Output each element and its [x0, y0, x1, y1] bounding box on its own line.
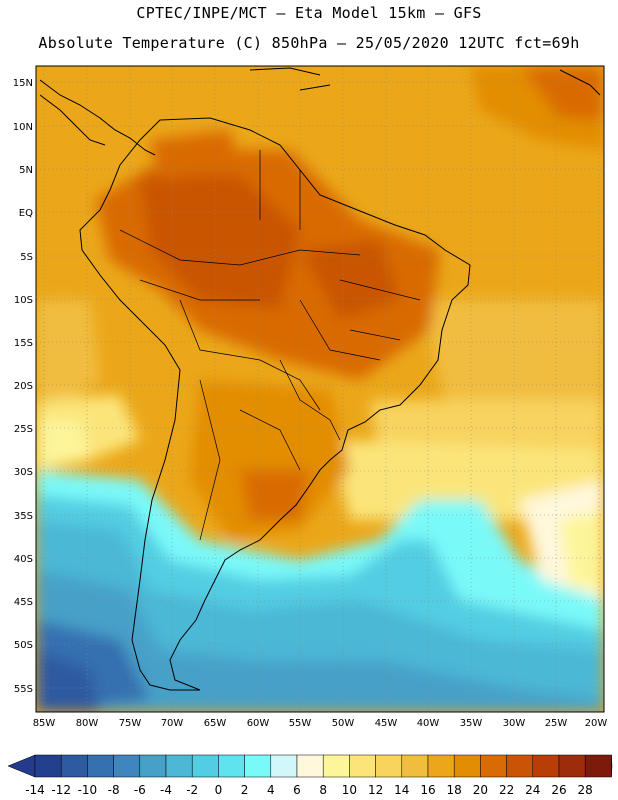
lat-label: 15N — [13, 78, 33, 89]
lon-label: 20W — [585, 718, 608, 729]
map-subtitle: Absolute Temperature (C) 850hPa – 25/05/… — [38, 34, 580, 52]
lat-label: 20S — [14, 381, 33, 392]
colorbar-swatch — [113, 754, 141, 778]
colorbar-label: -8 — [108, 783, 120, 797]
lon-label: 40W — [417, 718, 440, 729]
colorbar-swatch — [139, 754, 167, 778]
colorbar-label: 22 — [499, 783, 514, 797]
colorbar-label: -10 — [78, 783, 98, 797]
colorbar-label: 24 — [525, 783, 540, 797]
colorbar-swatch — [218, 754, 245, 778]
colorbar-swatch — [375, 754, 403, 778]
colorbar-swatch — [191, 754, 219, 778]
lat-label: 40S — [14, 554, 33, 565]
lon-label: 85W — [33, 718, 56, 729]
lat-label: 5S — [20, 252, 33, 263]
lon-label: 80W — [76, 718, 99, 729]
colorbar-swatch — [480, 754, 507, 778]
colorbar-swatch — [453, 754, 481, 778]
south-america-coastline — [79, 117, 471, 691]
colorbar-label: 12 — [368, 783, 383, 797]
colorbar-swatch — [87, 754, 114, 778]
lon-label: 50W — [332, 718, 355, 729]
colorbar-label: -6 — [134, 783, 146, 797]
colorbar-label: 8 — [319, 783, 327, 797]
central-america-coastline — [39, 79, 156, 156]
colorbar-swatch — [349, 754, 376, 778]
lon-label: 70W — [161, 718, 184, 729]
longitude-axis: 85W 80W 75W 70W 65W 60W 55W 50W 45W 40W … — [33, 718, 608, 729]
colorbar-low-arrow — [7, 754, 36, 778]
lon-label: 30W — [503, 718, 526, 729]
lon-label: 60W — [247, 718, 270, 729]
map-frame — [35, 65, 605, 713]
colorbar-swatch — [322, 754, 350, 778]
colorbar-label: 16 — [420, 783, 435, 797]
colorbar: -14 -12 -10 -8 -6 -4 -2 0 2 4 6 8 10 12 14 16 18 20 22 24 26… — [7, 754, 613, 797]
colorbar-label: 20 — [473, 783, 488, 797]
colorbar-label: 0 — [215, 783, 223, 797]
lon-label: 65W — [204, 718, 227, 729]
colorbar-swatch — [296, 754, 324, 778]
lat-label: 55S — [14, 684, 33, 695]
colorbar-high-arrow — [611, 754, 613, 778]
colorbar-swatch — [584, 754, 612, 778]
lat-label: 5N — [19, 165, 33, 176]
colorbar-label: -14 — [25, 783, 45, 797]
colorbar-label: 18 — [447, 783, 462, 797]
lat-label: EQ — [19, 208, 33, 219]
colorbar-label: 2 — [241, 783, 249, 797]
colorbar-label: 26 — [551, 783, 566, 797]
colorbar-swatch — [34, 754, 62, 778]
colorbar-swatch — [60, 754, 88, 778]
lon-label: 55W — [289, 718, 312, 729]
lat-label: 50S — [14, 640, 33, 651]
lon-label: 25W — [545, 718, 568, 729]
lat-label: 10N — [13, 122, 33, 133]
lat-label: 10S — [14, 295, 33, 306]
lat-label: 15S — [14, 338, 33, 349]
map-title: CPTEC/INPE/MCT – Eta Model 15km – GFS — [136, 4, 482, 22]
lon-label: 75W — [119, 718, 142, 729]
lat-label: 45S — [14, 597, 33, 608]
colorbar-swatch — [558, 754, 586, 778]
colorbar-swatch — [165, 754, 193, 778]
temperature-field — [36, 66, 604, 712]
colorbar-label: 4 — [267, 783, 275, 797]
colorbar-swatch — [506, 754, 534, 778]
colorbar-label: 14 — [394, 783, 409, 797]
colorbar-label: 6 — [293, 783, 301, 797]
lat-label: 30S — [14, 467, 33, 478]
colorbar-swatch — [244, 754, 272, 778]
caribbean-islands — [249, 67, 601, 96]
lat-label: 25S — [14, 424, 33, 435]
colorbar-swatch — [427, 754, 455, 778]
lat-label: 35S — [14, 511, 33, 522]
lon-label: 45W — [375, 718, 398, 729]
colorbar-label: -2 — [186, 783, 198, 797]
latitude-axis: 15N 10N 5N EQ 5S 10S 15S 20S 25S 30S 35S… — [13, 78, 33, 695]
colorbar-label: -12 — [51, 783, 71, 797]
country-borders — [119, 150, 421, 541]
colorbar-label: 28 — [578, 783, 593, 797]
colorbar-swatch — [270, 754, 298, 778]
colorbar-label: 10 — [342, 783, 357, 797]
colorbar-swatch — [532, 754, 560, 778]
coastlines — [39, 67, 601, 691]
colorbar-label: -4 — [160, 783, 172, 797]
colorbar-swatch — [401, 754, 429, 778]
lon-label: 35W — [460, 718, 483, 729]
graticule — [36, 66, 604, 712]
